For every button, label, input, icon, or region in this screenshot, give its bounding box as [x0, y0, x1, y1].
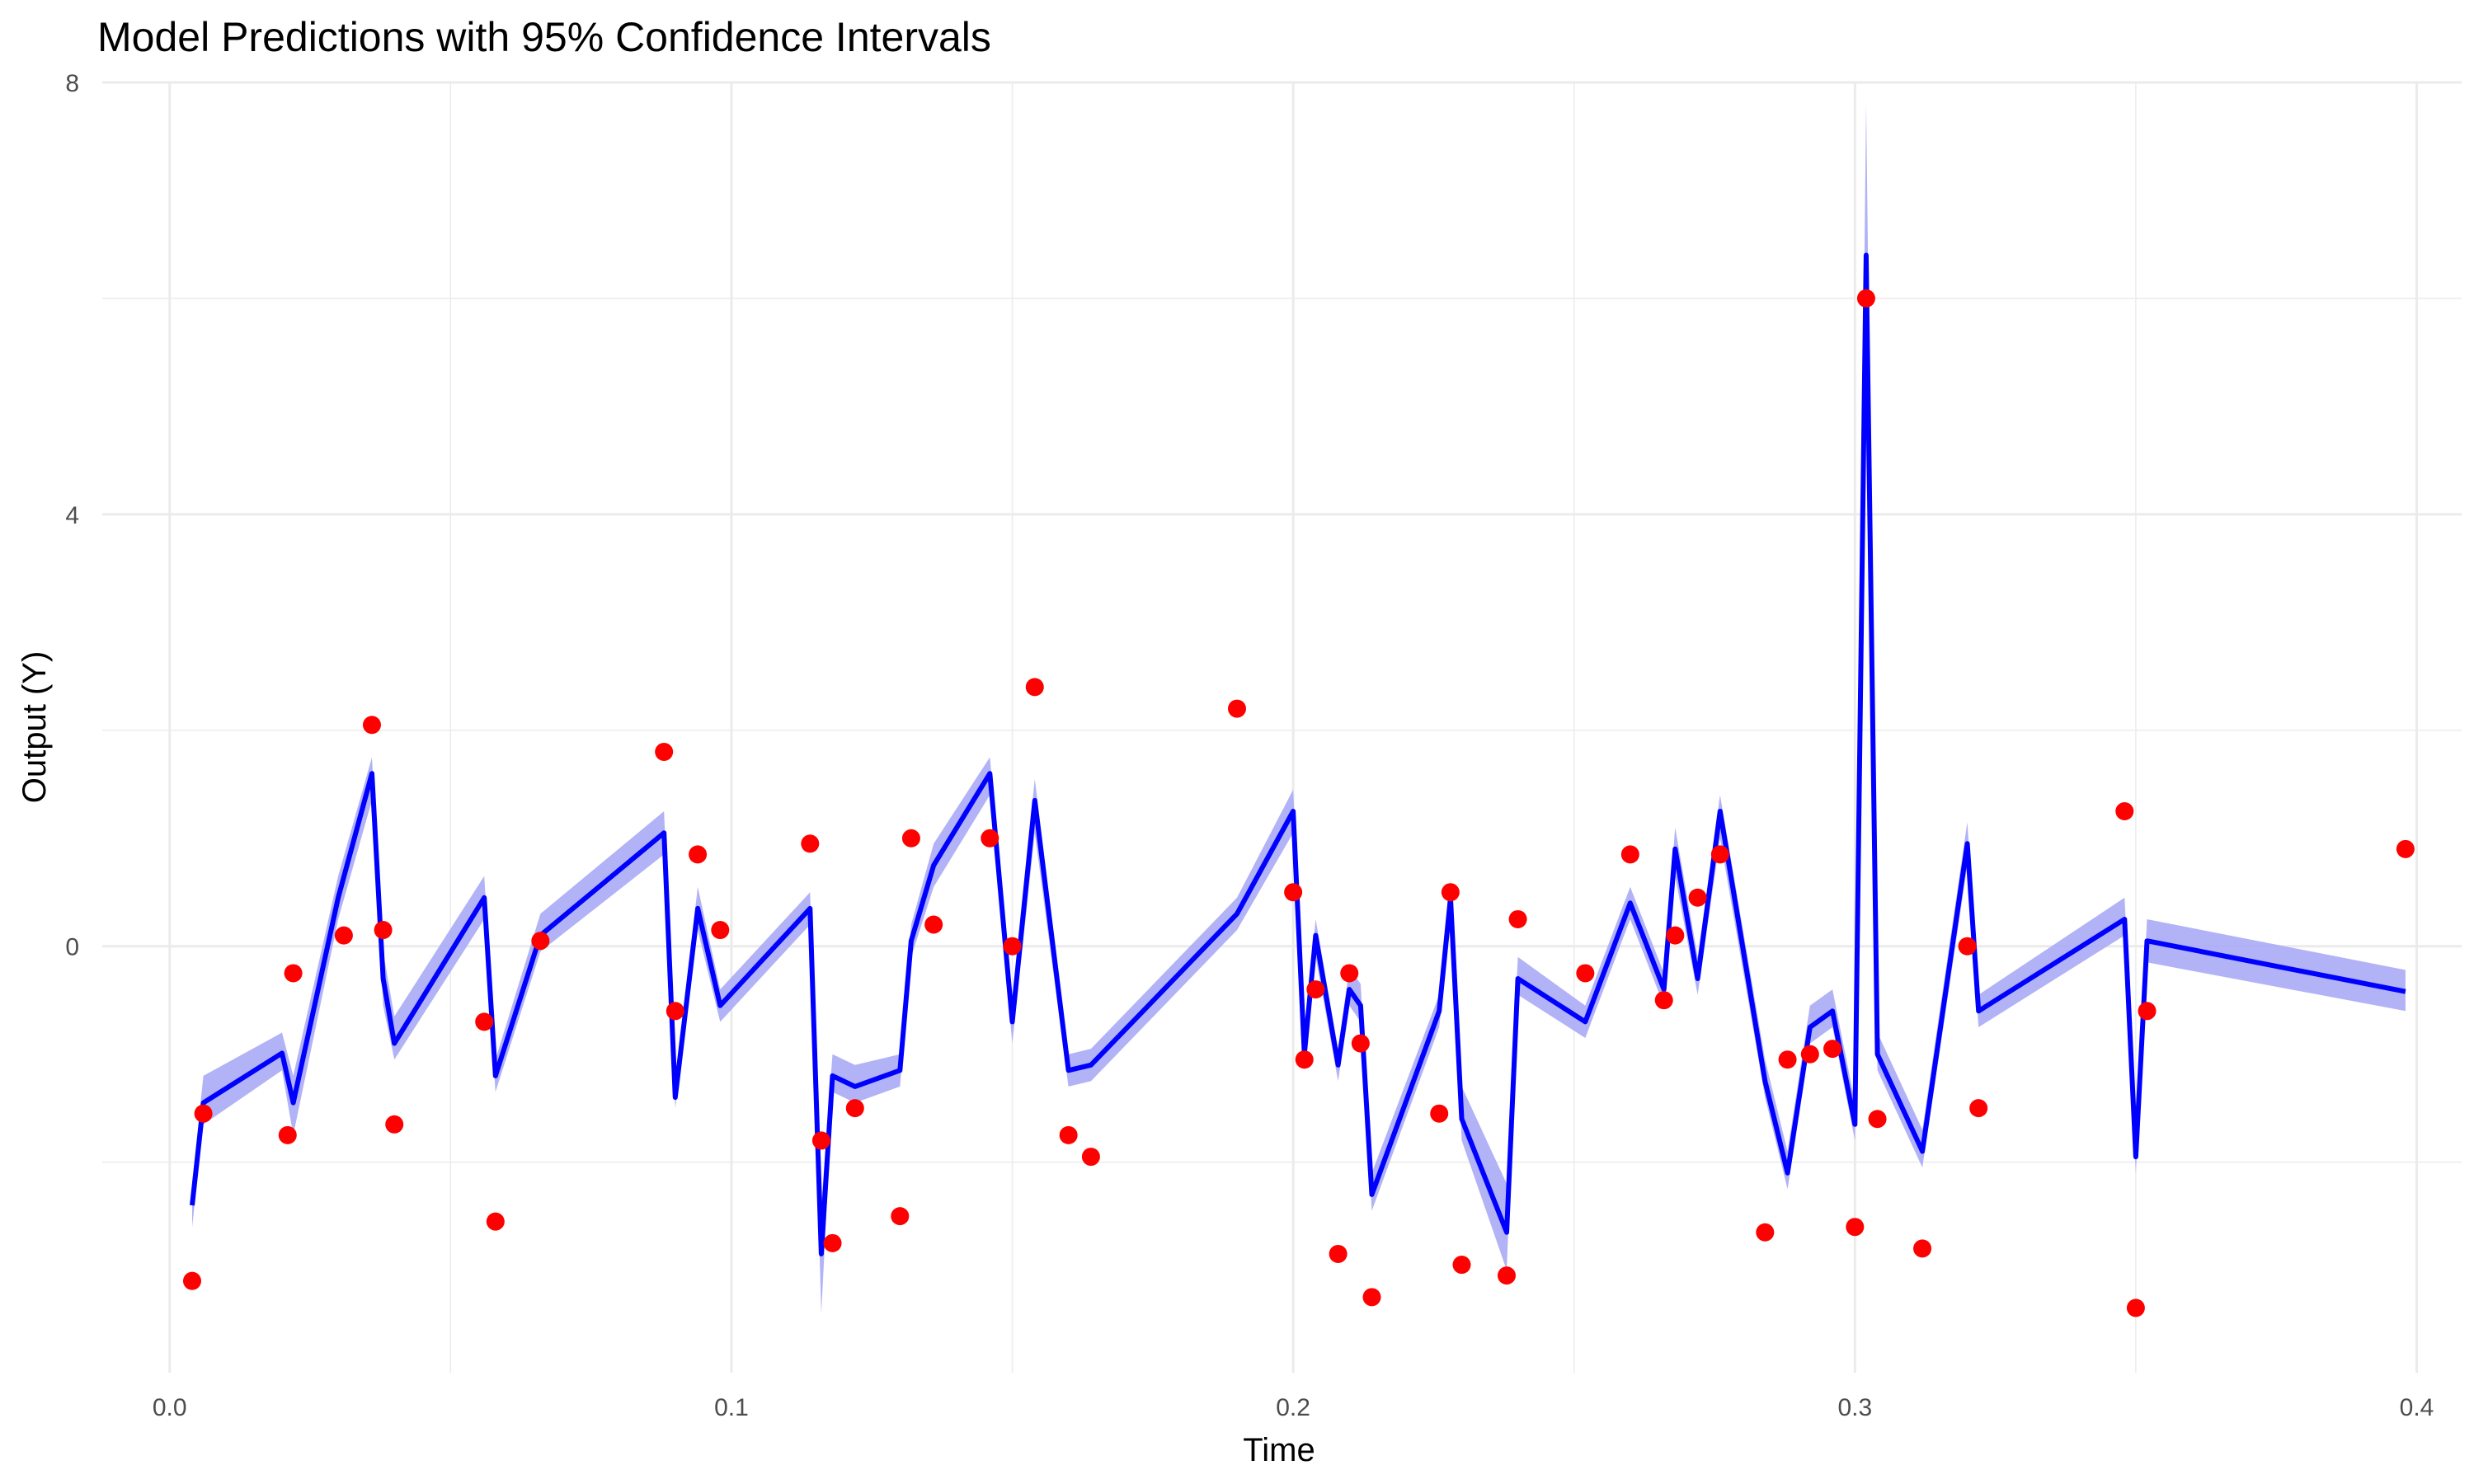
y-tick-label: 0	[65, 934, 79, 961]
observed-point	[531, 932, 550, 951]
observed-point	[1295, 1050, 1314, 1069]
observed-point	[1025, 678, 1044, 697]
observed-point	[1576, 964, 1595, 983]
observed-point	[1666, 926, 1685, 945]
observed-point	[2126, 1298, 2145, 1317]
observed-point	[2138, 1002, 2157, 1021]
observed-point	[1913, 1239, 1932, 1258]
x-axis-title: Time	[1243, 1432, 1315, 1468]
observed-point	[823, 1233, 842, 1252]
observed-point	[1441, 883, 1460, 902]
observed-point	[1452, 1256, 1471, 1275]
confidence-band-layer	[192, 104, 2406, 1314]
x-tick-label: 0.2	[1276, 1394, 1310, 1421]
observed-point	[1856, 289, 1875, 308]
observed-point	[1823, 1040, 1842, 1059]
observed-point	[1958, 937, 1977, 956]
observed-point	[486, 1212, 505, 1231]
observed-point	[1059, 1125, 1078, 1144]
observed-point	[1284, 883, 1303, 902]
observed-point	[1340, 964, 1359, 983]
observed-point	[1800, 1045, 1819, 1064]
x-tick-label: 0.1	[714, 1394, 749, 1421]
observed-point	[901, 829, 920, 848]
observed-point	[666, 1002, 684, 1021]
observed-point	[2115, 801, 2134, 820]
x-tick-label: 0.4	[2400, 1394, 2434, 1421]
observed-point	[278, 1125, 297, 1144]
observed-point	[1969, 1099, 1988, 1118]
observed-point	[811, 1131, 830, 1150]
observed-point	[689, 845, 708, 864]
observed-point	[1497, 1266, 1516, 1285]
observed-point	[1688, 888, 1707, 907]
observed-point	[1430, 1104, 1449, 1123]
observed-point	[1846, 1218, 1865, 1237]
observed-point	[385, 1115, 404, 1134]
observed-point	[362, 716, 381, 735]
observed-point	[1756, 1223, 1775, 1242]
observed-point	[924, 915, 943, 934]
observed-point	[801, 834, 820, 853]
y-tick-label: 8	[65, 70, 79, 97]
observed-point	[182, 1271, 201, 1290]
prediction-line	[190, 252, 2406, 1256]
observed-point	[845, 1099, 864, 1118]
observed-point	[1620, 845, 1639, 864]
tick-label-layer: 0.0 0.1 0.2 0.3 0.4 0 4 8	[65, 70, 2434, 1421]
observed-point	[1081, 1148, 1100, 1167]
observed-point	[475, 1012, 494, 1031]
observed-point	[1710, 845, 1729, 864]
observed-point	[1508, 909, 1527, 928]
observed-point	[1003, 937, 1022, 956]
observed-point	[334, 926, 353, 945]
observed-point	[1362, 1288, 1381, 1307]
prediction-line-layer	[190, 252, 2406, 1256]
confidence-band	[192, 104, 2406, 1314]
observed-point	[711, 921, 730, 940]
chart-title: Model Predictions with 95% Confidence In…	[97, 14, 991, 60]
observed-point	[194, 1104, 213, 1123]
observed-point	[981, 829, 999, 848]
observed-point	[1329, 1244, 1348, 1263]
grid-layer	[102, 81, 2462, 1373]
observed-point	[1654, 991, 1673, 1010]
observed-point	[1306, 980, 1325, 999]
observed-point	[284, 964, 303, 983]
observed-point	[1778, 1050, 1797, 1069]
observed-points-layer	[182, 289, 2415, 1317]
observed-point	[1228, 699, 1247, 718]
observed-point	[1868, 1110, 1887, 1129]
observed-point	[374, 921, 393, 940]
y-tick-label: 4	[65, 502, 79, 529]
observed-point	[2396, 839, 2415, 858]
observed-point	[891, 1207, 910, 1226]
x-tick-label: 0.3	[1837, 1394, 1872, 1421]
observed-point	[1351, 1034, 1370, 1053]
x-tick-label: 0.0	[153, 1394, 187, 1421]
observed-point	[655, 742, 674, 761]
y-axis-title: Output (Y)	[16, 651, 53, 804]
